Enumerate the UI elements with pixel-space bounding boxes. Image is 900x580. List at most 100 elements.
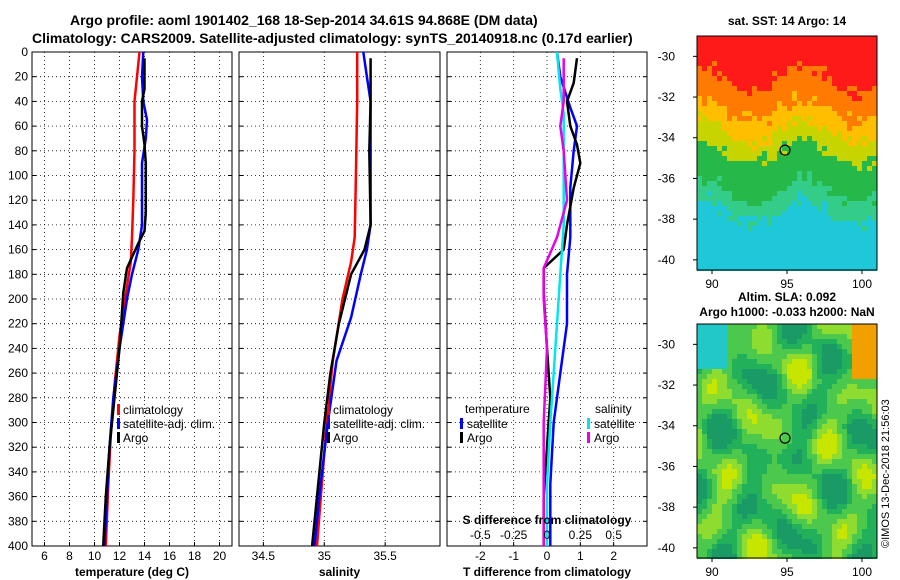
sst-map-cell [822, 166, 827, 171]
sst-map-cell [787, 176, 792, 181]
sla-map-cell [727, 519, 732, 524]
temperature-profile-xlabel: temperature (deg C) [75, 565, 189, 579]
sst-map-cell [867, 101, 872, 106]
sst-map-cell [737, 96, 742, 101]
sst-map-cell [712, 81, 717, 86]
sla-map-cell [742, 334, 747, 339]
temperature-profile-xtick-label: 10 [88, 549, 102, 563]
sla-map-cell [717, 504, 722, 509]
sst-map-cell [797, 41, 802, 46]
sst-map-cell [857, 71, 862, 76]
sst-map-cell [847, 151, 852, 156]
sst-map-cell [767, 241, 772, 246]
sst-map-cell [787, 56, 792, 61]
sla-map-cell [857, 484, 862, 489]
sst-map-cell [822, 191, 827, 196]
sla-map-cell [872, 424, 877, 429]
sla-map-cell [822, 344, 827, 349]
sst-map-cell [732, 146, 737, 151]
sst-map-cell [872, 81, 877, 86]
sst-map-cell [722, 41, 727, 46]
sst-map-cell [842, 61, 847, 66]
sla-map-cell [767, 419, 772, 424]
sst-map-cell [757, 146, 762, 151]
sst-map-cell [847, 231, 852, 236]
sla-map-cell [772, 489, 777, 494]
sla-map-cell [707, 359, 712, 364]
sst-map-cell [797, 256, 802, 261]
sla-map-cell [867, 549, 872, 554]
sla-map-cell [737, 394, 742, 399]
sla-map-cell [727, 549, 732, 554]
sst-map-cell [702, 161, 707, 166]
sla-map-cell [707, 484, 712, 489]
sla-map-cell [767, 324, 772, 329]
sst-map-cell [782, 266, 787, 271]
sst-map-cell [702, 86, 707, 91]
sla-map-cell [732, 554, 737, 559]
sla-map-cell [707, 449, 712, 454]
sst-map-cell [822, 36, 827, 41]
sst-map-cell [807, 161, 812, 166]
pressure-tick-label: 80 [15, 144, 29, 158]
sla-map-cell [827, 339, 832, 344]
sla-map-cell [707, 364, 712, 369]
sla-map-cell [842, 459, 847, 464]
sst-map-cell [757, 101, 762, 106]
sla-map-cell [852, 464, 857, 469]
sla-map-cell [722, 324, 727, 329]
sla-map-cell [867, 424, 872, 429]
sla-map-cell [822, 384, 827, 389]
sst-map-cell [807, 116, 812, 121]
sla-map-cell [847, 389, 852, 394]
sla-map-cell [742, 434, 747, 439]
sst-map-cell [712, 141, 717, 146]
sst-map-cell [807, 126, 812, 131]
sst-map-cell [762, 96, 767, 101]
sla-map-cell [737, 384, 742, 389]
sla-map-cell [782, 329, 787, 334]
sst-map-cell [707, 141, 712, 146]
sst-map-cell [872, 181, 877, 186]
sla-map-cell [832, 419, 837, 424]
sla-map-cell [712, 554, 717, 559]
sla-map-cell [742, 499, 747, 504]
temperature-profile-legend-label: climatology [123, 403, 183, 417]
sla-map-cell [822, 459, 827, 464]
sst-map-cell [777, 241, 782, 246]
sla-map-cell [712, 359, 717, 364]
sla-map-cell [702, 499, 707, 504]
sla-map-cell [862, 489, 867, 494]
sst-map-cell [842, 76, 847, 81]
sst-map-cell [782, 36, 787, 41]
sla-map-cell [827, 549, 832, 554]
pressure-tick-label: 220 [8, 317, 28, 331]
sla-map-cell [827, 469, 832, 474]
sst-map-cell [792, 151, 797, 156]
sst-map-cell [747, 181, 752, 186]
sst-map-cell [802, 106, 807, 111]
sla-map-cell [847, 404, 852, 409]
sst-map-cell [842, 141, 847, 146]
sst-map-cell [732, 56, 737, 61]
sst-map-cell [772, 266, 777, 271]
sla-map-cell [797, 504, 802, 509]
pressure-tick-label: 280 [8, 391, 28, 405]
sla-map-cell [787, 494, 792, 499]
sla-map-cell [852, 479, 857, 484]
sst-map-cell [752, 156, 757, 161]
sst-map-cell [722, 266, 727, 271]
sla-map-cell [707, 389, 712, 394]
sst-map-cell [762, 161, 767, 166]
sla-map-cell [717, 349, 722, 354]
sla-map-cell [727, 554, 732, 559]
sst-map-cell [862, 211, 867, 216]
sst-map-cell [707, 246, 712, 251]
sla-map-cell [872, 434, 877, 439]
sla-map-cell [702, 459, 707, 464]
sla-map-cell [782, 524, 787, 529]
sst-map-cell [867, 211, 872, 216]
sla-map-cell [867, 349, 872, 354]
sst-map-cell [777, 76, 782, 81]
sla-map-cell [802, 429, 807, 434]
